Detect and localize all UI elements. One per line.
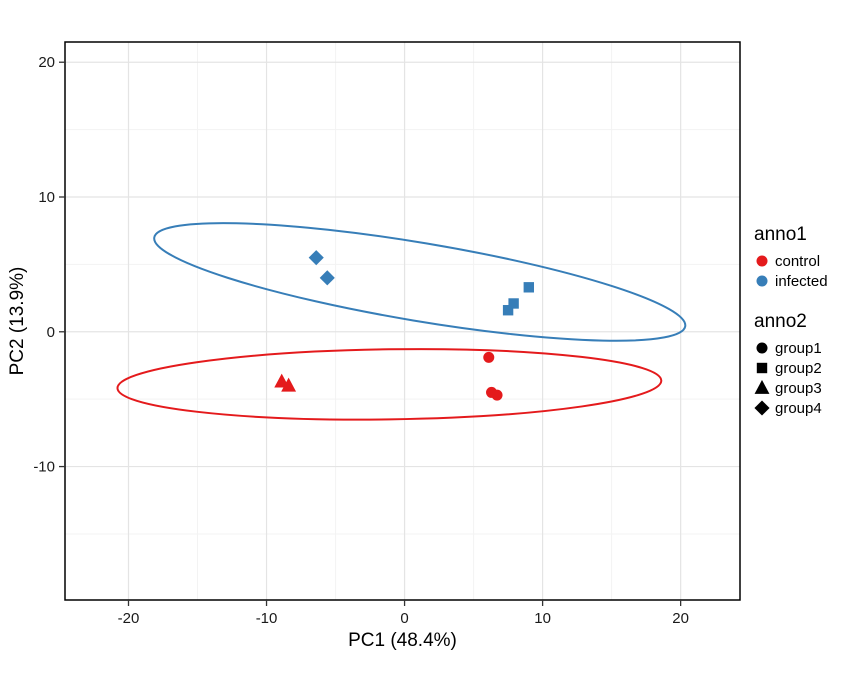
x-tick-label: 20 <box>672 610 689 627</box>
diamond-icon <box>754 400 770 416</box>
panel-border <box>64 41 741 601</box>
circle-icon-glyph <box>756 342 768 354</box>
y-axis-title: PC2 (13.9%) <box>7 266 28 376</box>
y-tick-label: 20 <box>38 54 55 71</box>
infected-ellipse <box>153 222 687 342</box>
circle-icon <box>756 275 768 287</box>
legend-item-group2: group2 <box>754 358 828 378</box>
point-control-group1 <box>483 351 495 363</box>
legend-item-label: infected <box>775 272 828 290</box>
x-tick-label: 0 <box>400 610 408 627</box>
legend-item-label: group4 <box>775 399 822 417</box>
triangle-icon-glyph <box>754 380 770 394</box>
point-infected-group2 <box>523 282 535 293</box>
y-tick-label: 0 <box>47 324 55 341</box>
x-axis-title: PC1 (48.4%) <box>348 630 457 651</box>
point-control-group3 <box>281 377 297 392</box>
x-tick-label: -20 <box>118 610 140 627</box>
legend-items-anno1: control infected <box>754 251 828 291</box>
circle-icon <box>756 255 768 267</box>
point-infected-group2 <box>502 305 514 316</box>
circle-icon-glyph <box>756 255 768 267</box>
legend-item-group3: group3 <box>754 378 828 398</box>
legend-item-label: group2 <box>775 359 822 377</box>
legend-item-control: control <box>754 251 828 271</box>
legend-items-anno2: group1 group2 group3 group4 <box>754 338 828 418</box>
legend-title-anno1: anno1 <box>754 224 807 245</box>
square-icon <box>756 362 768 374</box>
circle-icon <box>756 342 768 354</box>
x-tick-label: -10 <box>256 610 278 627</box>
y-tick-label: 10 <box>38 189 55 206</box>
diamond-icon-glyph <box>754 400 770 416</box>
legend-title-anno2: anno2 <box>754 311 807 332</box>
legend-group-anno2: anno2 group1 group2 group3 group4 <box>754 311 828 418</box>
legend-item-label: group1 <box>775 339 822 357</box>
circle-icon-glyph <box>756 275 768 287</box>
legend-item-label: control <box>775 252 821 270</box>
square-icon-glyph <box>756 362 768 374</box>
triangle-icon <box>754 380 770 394</box>
point-infected-group2 <box>508 298 519 309</box>
x-tick-label: 10 <box>534 610 551 627</box>
y-tick-label: -10 <box>33 459 55 476</box>
legend: anno1 control infected anno2 group1 group2… <box>754 224 828 438</box>
control-ellipse <box>116 348 663 421</box>
panel-background <box>65 42 740 600</box>
point-infected-group4 <box>308 250 324 266</box>
legend-item-group1: group1 <box>754 338 828 358</box>
legend-item-group4: group4 <box>754 398 828 418</box>
point-control-group1 <box>491 389 503 401</box>
legend-item-infected: infected <box>754 271 828 291</box>
point-infected-group4 <box>319 270 335 286</box>
legend-item-label: group3 <box>775 379 822 397</box>
legend-group-anno1: anno1 control infected <box>754 224 828 291</box>
